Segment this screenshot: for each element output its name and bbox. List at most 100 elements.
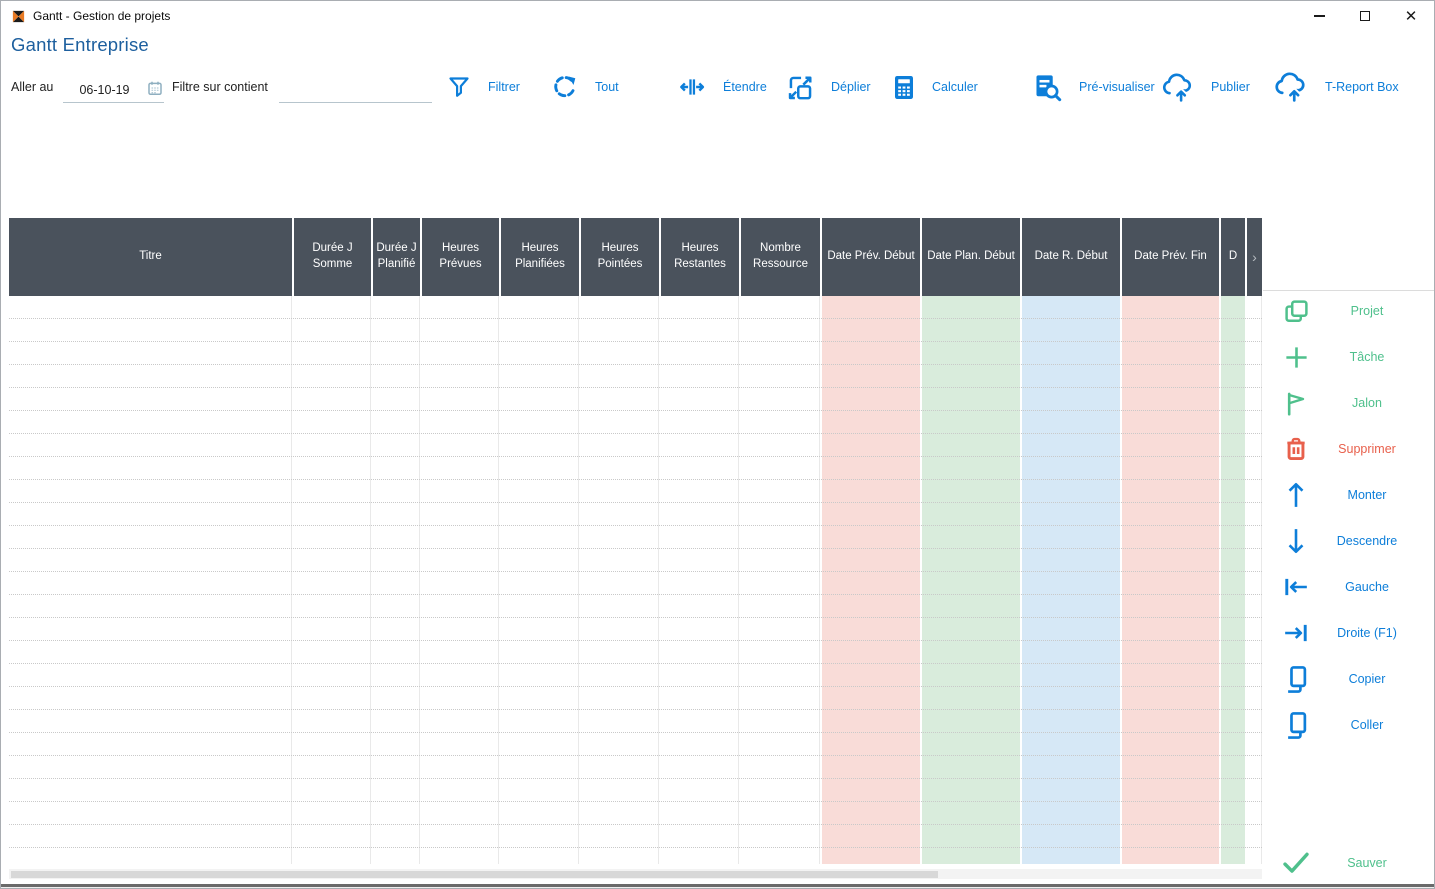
monter-button[interactable]: Monter: [1263, 473, 1434, 517]
t-report-box-button[interactable]: T-Report Box: [1273, 70, 1399, 104]
check-icon: [1281, 850, 1311, 876]
bottom-pane: [1, 887, 1434, 888]
droite-label: Droite (F1): [1337, 626, 1397, 640]
monter-label: Monter: [1347, 488, 1387, 502]
body-column-heures-pointees[interactable]: [581, 296, 659, 864]
titlebar: Gantt - Gestion de projets ✕: [1, 1, 1434, 31]
calculator-icon: [895, 75, 913, 99]
column-header-heures-prevues[interactable]: Heures Prévues: [422, 218, 499, 296]
flag-icon: [1281, 390, 1311, 417]
jalon-label: Jalon: [1352, 396, 1382, 410]
cloud-upload-icon: [1275, 72, 1305, 102]
project-duplicate-icon: [1281, 298, 1311, 325]
table-body: [9, 296, 1262, 864]
page-title: Gantt Entreprise: [11, 34, 149, 55]
calculer-button[interactable]: Calculer: [893, 70, 978, 104]
deplier-button[interactable]: Déplier: [787, 70, 871, 104]
preview-icon: [1036, 74, 1062, 101]
sauver-label: Sauver: [1347, 856, 1387, 870]
window-controls: ✕: [1296, 1, 1434, 31]
jalon-button[interactable]: Jalon: [1263, 381, 1434, 425]
column-header-heures-planifiees[interactable]: Heures Planifiées: [501, 218, 579, 296]
body-column-duree-j-somme[interactable]: [294, 296, 371, 864]
supprimer-label: Supprimer: [1338, 442, 1396, 456]
body-column-nombre-ressource[interactable]: [741, 296, 820, 864]
projet-label: Projet: [1350, 304, 1384, 318]
gauche-button[interactable]: Gauche: [1263, 565, 1434, 609]
close-button[interactable]: ✕: [1388, 1, 1434, 31]
horizontal-scrollbar-thumb[interactable]: [11, 870, 938, 878]
column-header-heures-pointees[interactable]: Heures Pointées: [581, 218, 659, 296]
gauche-label: Gauche: [1345, 580, 1389, 594]
coller-label: Coller: [1350, 718, 1384, 732]
refresh-icon: [554, 75, 576, 97]
body-column-heures-prevues[interactable]: [422, 296, 499, 864]
tout-button[interactable]: Tout: [551, 70, 619, 104]
horizontal-scrollbar[interactable]: [9, 869, 1262, 879]
column-header-date-prev-debut[interactable]: Date Prév. Début: [822, 218, 920, 296]
table-header: Titre Durée J Somme Durée J Planifié Heu…: [9, 218, 1262, 296]
publier-label: Publier: [1211, 80, 1250, 94]
column-header-heures-restantes[interactable]: Heures Restantes: [661, 218, 739, 296]
publier-button[interactable]: Publier: [1161, 70, 1250, 104]
funnel-icon: [449, 77, 469, 97]
filter-content-input[interactable]: [279, 77, 432, 103]
chevron-right-icon: ›: [1252, 248, 1257, 265]
minimize-button[interactable]: [1296, 1, 1342, 31]
goto-date-label: Aller au: [11, 80, 54, 94]
copy-icon: [1281, 665, 1311, 694]
descendre-button[interactable]: Descendre: [1263, 519, 1434, 563]
column-header-clipped[interactable]: D: [1221, 218, 1245, 296]
sidebar-divider: [1263, 290, 1434, 291]
body-column-date-prev-fin[interactable]: [1122, 296, 1219, 864]
projet-button[interactable]: Projet: [1263, 289, 1434, 333]
t-report-box-label: T-Report Box: [1325, 80, 1399, 94]
column-header-date-plan-debut[interactable]: Date Plan. Début: [922, 218, 1020, 296]
body-column-heures-restantes[interactable]: [661, 296, 739, 864]
close-icon: ✕: [1404, 7, 1418, 25]
body-column-date-prev-debut[interactable]: [822, 296, 920, 864]
supprimer-button[interactable]: Supprimer: [1263, 427, 1434, 471]
filter-content-label: Filtre sur contient: [172, 80, 268, 94]
droite-button[interactable]: Droite (F1): [1263, 611, 1434, 655]
arrow-left-bar-icon: [1281, 574, 1311, 600]
body-column-titre[interactable]: [9, 296, 292, 864]
column-header-duree-j-somme[interactable]: Durée J Somme: [294, 218, 371, 296]
arrow-right-bar-icon: [1281, 620, 1311, 646]
copier-label: Copier: [1348, 672, 1386, 686]
filtrer-button[interactable]: Filtrer: [447, 70, 520, 104]
filtrer-label: Filtrer: [488, 80, 520, 94]
etendre-label: Étendre: [723, 80, 767, 94]
body-column-date-r-debut[interactable]: [1022, 296, 1120, 864]
column-header-duree-j-planifie[interactable]: Durée J Planifié: [373, 218, 420, 296]
cloud-upload-icon: [1163, 73, 1191, 102]
copier-button[interactable]: Copier: [1263, 657, 1434, 701]
maximize-button[interactable]: [1342, 1, 1388, 31]
body-column-heures-planifiees[interactable]: [501, 296, 579, 864]
body-column-date-plan-debut[interactable]: [922, 296, 1020, 864]
tout-label: Tout: [595, 80, 619, 94]
body-column-duree-j-planifie[interactable]: [373, 296, 420, 864]
plus-icon: [1281, 344, 1311, 371]
coller-button[interactable]: Coller: [1263, 703, 1434, 747]
trash-icon: [1281, 436, 1311, 462]
tache-button[interactable]: Tâche: [1263, 335, 1434, 379]
etendre-button[interactable]: Étendre: [678, 70, 767, 104]
minimize-icon: [1313, 15, 1325, 17]
maximize-icon: [1360, 11, 1370, 21]
sauver-button[interactable]: Sauver: [1263, 841, 1434, 885]
goto-date-input[interactable]: [63, 77, 164, 103]
bottom-pane-edge: [1, 884, 1434, 887]
calendar-icon[interactable]: [147, 80, 163, 96]
descendre-label: Descendre: [1336, 534, 1398, 548]
column-header-titre[interactable]: Titre: [9, 218, 292, 296]
previsualiser-button[interactable]: Pré-visualiser: [1033, 70, 1155, 104]
body-column-scroll-strip: [1247, 296, 1262, 864]
tache-label: Tâche: [1349, 350, 1385, 364]
column-header-date-prev-fin[interactable]: Date Prév. Fin: [1122, 218, 1219, 296]
column-header-nombre-ressource[interactable]: Nombre Ressource: [741, 218, 820, 296]
scroll-columns-right-button[interactable]: ›: [1247, 218, 1262, 296]
column-header-date-r-debut[interactable]: Date R. Début: [1022, 218, 1120, 296]
app-logo-icon: [12, 10, 25, 23]
body-column-clipped[interactable]: [1221, 296, 1245, 864]
